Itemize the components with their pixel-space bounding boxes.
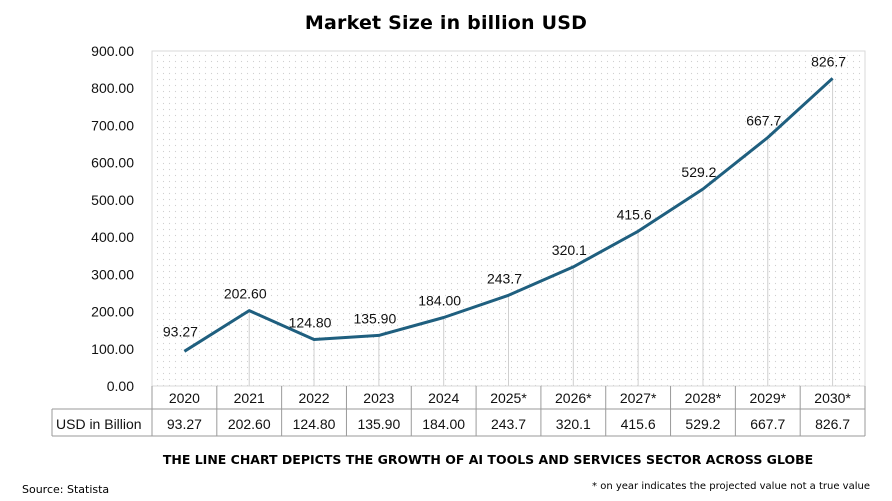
y-tick-label: 600.00 xyxy=(91,155,134,171)
data-label: 529.2 xyxy=(681,164,716,180)
table-value: 202.60 xyxy=(228,416,271,432)
footnote: * on year indicates the projected value … xyxy=(592,481,870,492)
table-value: 415.6 xyxy=(621,416,656,432)
x-tick-label: 2030* xyxy=(814,390,851,406)
x-tick-label: 2029* xyxy=(749,390,786,406)
table-value: 320.1 xyxy=(556,416,591,432)
y-tick-label: 0.00 xyxy=(107,378,134,394)
y-tick-label: 200.00 xyxy=(91,304,134,320)
x-tick-label: 2024 xyxy=(428,390,459,406)
table-value: 243.7 xyxy=(491,416,526,432)
table-value: 826.7 xyxy=(815,416,850,432)
data-label: 184.00 xyxy=(418,293,461,309)
x-tick-label: 2025* xyxy=(490,390,527,406)
y-tick-label: 700.00 xyxy=(91,117,134,133)
data-label: 243.7 xyxy=(487,270,522,286)
series-line xyxy=(183,77,834,353)
table-value: 667.7 xyxy=(750,416,785,432)
y-tick-label: 300.00 xyxy=(91,266,134,282)
data-label: 415.6 xyxy=(617,206,652,222)
y-tick-label: 400.00 xyxy=(91,229,134,245)
data-label: 93.27 xyxy=(163,323,198,339)
y-tick-label: 100.00 xyxy=(91,341,134,357)
x-tick-label: 2027* xyxy=(620,390,657,406)
table-value: 529.2 xyxy=(685,416,720,432)
chart-caption: THE LINE CHART DEPICTS THE GROWTH OF AI … xyxy=(162,452,814,467)
y-tick-label: 800.00 xyxy=(91,80,134,96)
x-tick-label: 2020 xyxy=(169,390,200,406)
x-tick-label: 2021 xyxy=(234,390,265,406)
data-label: 320.1 xyxy=(552,242,587,258)
table-value: 93.27 xyxy=(167,416,202,432)
data-label: 826.7 xyxy=(811,53,846,69)
data-label: 124.80 xyxy=(289,315,332,331)
table-series-name: USD in Billion xyxy=(56,416,142,432)
y-tick-label: 900.00 xyxy=(91,43,134,59)
y-tick-label: 500.00 xyxy=(91,192,134,208)
table-value: 184.00 xyxy=(422,416,465,432)
data-label: 202.60 xyxy=(224,286,267,302)
data-label: 667.7 xyxy=(746,112,781,128)
data-label: 135.90 xyxy=(353,310,396,326)
x-tick-label: 2028* xyxy=(685,390,722,406)
table-value: 135.90 xyxy=(357,416,400,432)
source-note: Source: Statista xyxy=(22,483,110,496)
x-tick-label: 2026* xyxy=(555,390,592,406)
x-tick-label: 2022 xyxy=(298,390,329,406)
chart-title: Market Size in billion USD xyxy=(304,12,588,34)
x-tick-label: 2023 xyxy=(363,390,394,406)
table-value: 124.80 xyxy=(293,416,336,432)
